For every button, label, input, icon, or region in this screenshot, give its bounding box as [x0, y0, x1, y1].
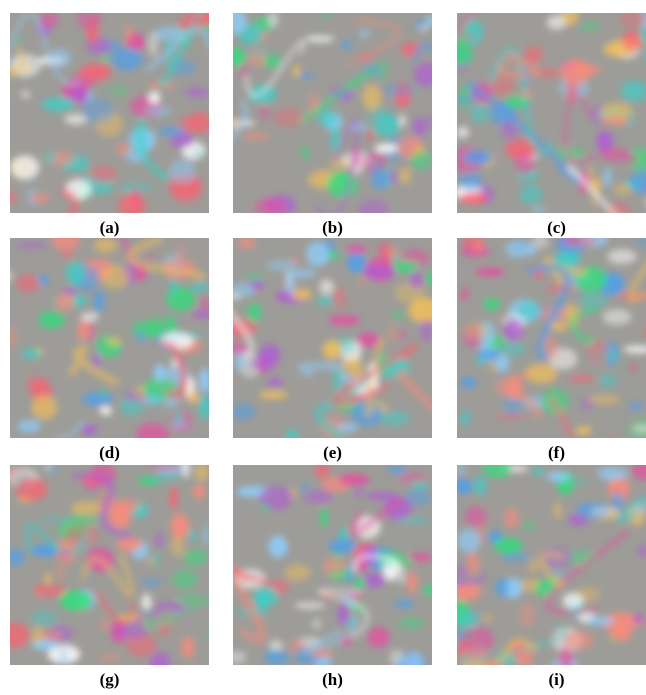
panel-label: (h) — [233, 669, 432, 691]
panel-label: (g) — [10, 669, 209, 691]
panel: (c) — [457, 13, 646, 239]
feature-image — [10, 238, 209, 438]
feature-image — [233, 238, 432, 438]
panel: (i) — [457, 465, 646, 691]
panel-label: (a) — [10, 217, 209, 239]
panel-label: (f) — [457, 442, 646, 464]
panel: (a) — [10, 13, 209, 239]
panel-label: (i) — [457, 669, 646, 691]
feature-image — [10, 465, 209, 665]
feature-image — [233, 465, 432, 665]
figure: {"panels": [ {"label": "(a)"}, {"label":… — [0, 0, 646, 695]
panel-label: (b) — [233, 217, 432, 239]
panel-label: (c) — [457, 217, 646, 239]
panel: (g) — [10, 465, 209, 691]
panel-label: (e) — [233, 442, 432, 464]
panel: (d) — [10, 238, 209, 464]
feature-image — [10, 13, 209, 213]
feature-image — [457, 238, 646, 438]
panel: (f) — [457, 238, 646, 464]
feature-image — [457, 465, 646, 665]
panel: (h) — [233, 465, 432, 691]
feature-image — [233, 13, 432, 213]
panel: (b) — [233, 13, 432, 239]
panel-label: (d) — [10, 442, 209, 464]
panel: (e) — [233, 238, 432, 464]
feature-image — [457, 13, 646, 213]
